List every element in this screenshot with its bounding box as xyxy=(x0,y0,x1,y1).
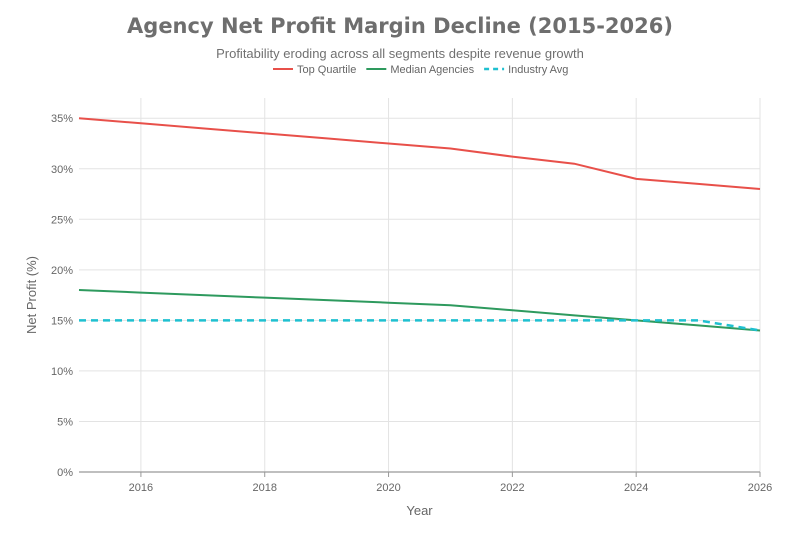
x-tick-label: 2016 xyxy=(129,482,153,494)
y-tick-label: 30% xyxy=(51,164,73,176)
chart-title: Agency Net Profit Margin Decline (2015-2… xyxy=(127,14,673,38)
x-tick-label: 2022 xyxy=(500,482,524,494)
y-tick-label: 15% xyxy=(51,315,73,327)
series-line-industry-avg xyxy=(79,319,761,332)
x-tick-label: 2024 xyxy=(624,482,648,494)
x-tick-label: 2020 xyxy=(376,482,400,494)
y-axis-label: Net Profit (%) xyxy=(24,256,39,334)
x-tick-label: 2018 xyxy=(252,482,276,494)
legend-label: Industry Avg xyxy=(508,64,568,76)
series-line-median-agencies xyxy=(78,289,761,332)
series-line-top-quartile xyxy=(78,117,761,190)
y-tick-label: 10% xyxy=(51,366,73,378)
chart-subtitle: Profitability eroding across all segment… xyxy=(216,46,584,61)
legend-label: Median Agencies xyxy=(390,64,474,76)
x-tick-label: 2026 xyxy=(748,482,772,494)
y-tick-label: 20% xyxy=(51,265,73,277)
y-tick-label: 0% xyxy=(57,467,73,479)
y-tick-label: 25% xyxy=(51,214,73,226)
y-tick-label: 35% xyxy=(51,113,73,125)
y-tick-label: 5% xyxy=(57,416,73,428)
x-axis-label: Year xyxy=(406,503,433,518)
legend-label: Top Quartile xyxy=(297,64,356,76)
